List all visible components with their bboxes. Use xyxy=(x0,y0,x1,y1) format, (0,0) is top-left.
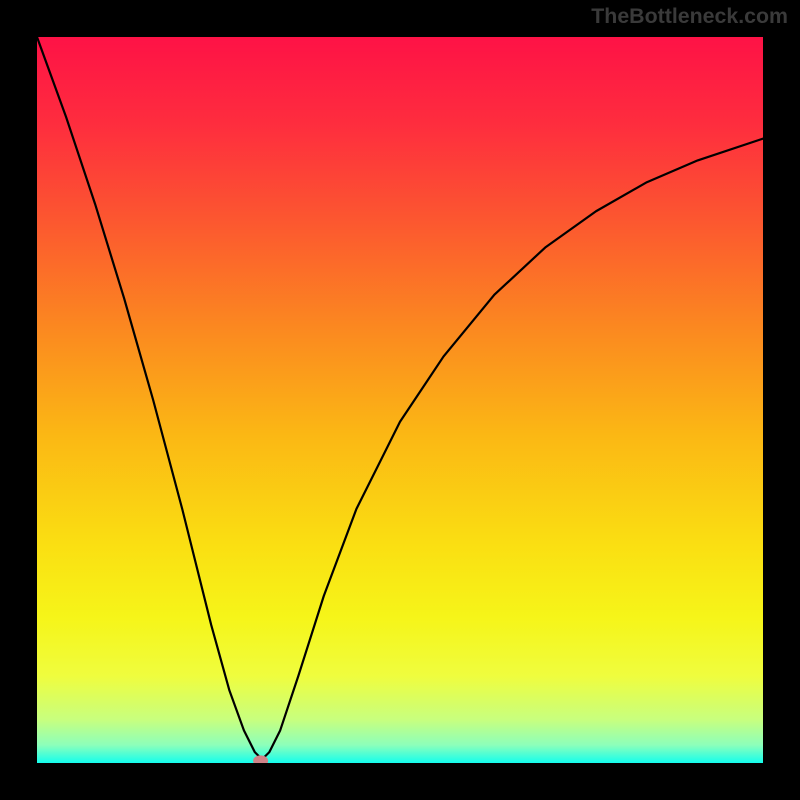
gradient-background xyxy=(37,37,763,763)
minimum-marker xyxy=(254,756,268,763)
plot-area xyxy=(37,37,763,763)
watermark-text: TheBottleneck.com xyxy=(591,4,788,29)
plot-svg xyxy=(37,37,763,763)
chart-frame: TheBottleneck.com xyxy=(0,0,800,800)
